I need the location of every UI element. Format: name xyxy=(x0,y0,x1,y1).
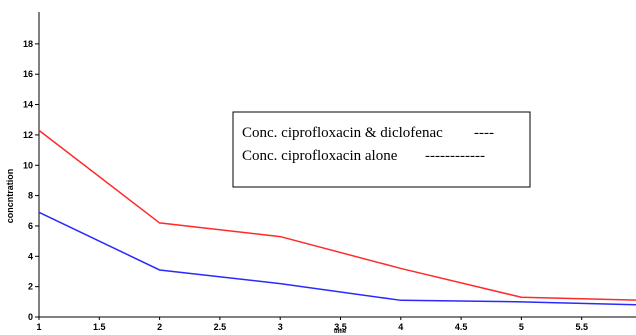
y-axis-title: concntration xyxy=(5,169,15,224)
x-tick-label: 5 xyxy=(519,322,524,332)
legend: Conc. ciprofloxacin & diclofenac ---- Co… xyxy=(232,111,531,188)
y-tick-label: 0 xyxy=(28,312,33,322)
y-tick-label: 14 xyxy=(23,100,33,110)
x-tick-label: 3.5 xyxy=(334,322,347,332)
y-tick-label: 2 xyxy=(28,282,33,292)
legend-marker-series-1: ---- xyxy=(474,125,494,141)
series-line-1 xyxy=(38,129,636,301)
chart-axes xyxy=(38,12,636,318)
legend-label-series-1: Conc. ciprofloxacin & diclofenac xyxy=(242,125,443,141)
x-tick-label: 4 xyxy=(398,322,403,332)
x-tick-label: 3 xyxy=(278,322,283,332)
x-tick-label: 2 xyxy=(157,322,162,332)
x-axis-title: time xyxy=(334,329,347,335)
legend-box xyxy=(232,111,531,188)
x-tick-label: 1.5 xyxy=(93,322,106,332)
series-layer xyxy=(38,129,636,306)
y-tick-label: 8 xyxy=(28,191,33,201)
y-tick-label: 12 xyxy=(23,130,33,140)
y-ticks: 0 2 4 6 8 10 12 14 16 18 xyxy=(23,39,39,322)
legend-label-series-2: Conc. ciprofloxacin alone xyxy=(242,148,398,164)
x-tick-label: 4.5 xyxy=(455,322,468,332)
y-tick-label: 10 xyxy=(23,160,33,170)
y-tick-label: 6 xyxy=(28,221,33,231)
legend-marker-series-2: ------------ xyxy=(425,148,485,164)
series-line-2 xyxy=(38,211,636,306)
x-tick-label: 2.5 xyxy=(214,322,227,332)
y-tick-label: 16 xyxy=(23,69,33,79)
x-ticks: 1 1.5 2 2.5 3 3.5 4 4.5 5 5.5 xyxy=(36,317,588,332)
x-tick-label: 5.5 xyxy=(575,322,588,332)
y-tick-label: 4 xyxy=(28,251,33,261)
x-tick-label: 1 xyxy=(36,322,41,332)
y-tick-label: 18 xyxy=(23,39,33,49)
